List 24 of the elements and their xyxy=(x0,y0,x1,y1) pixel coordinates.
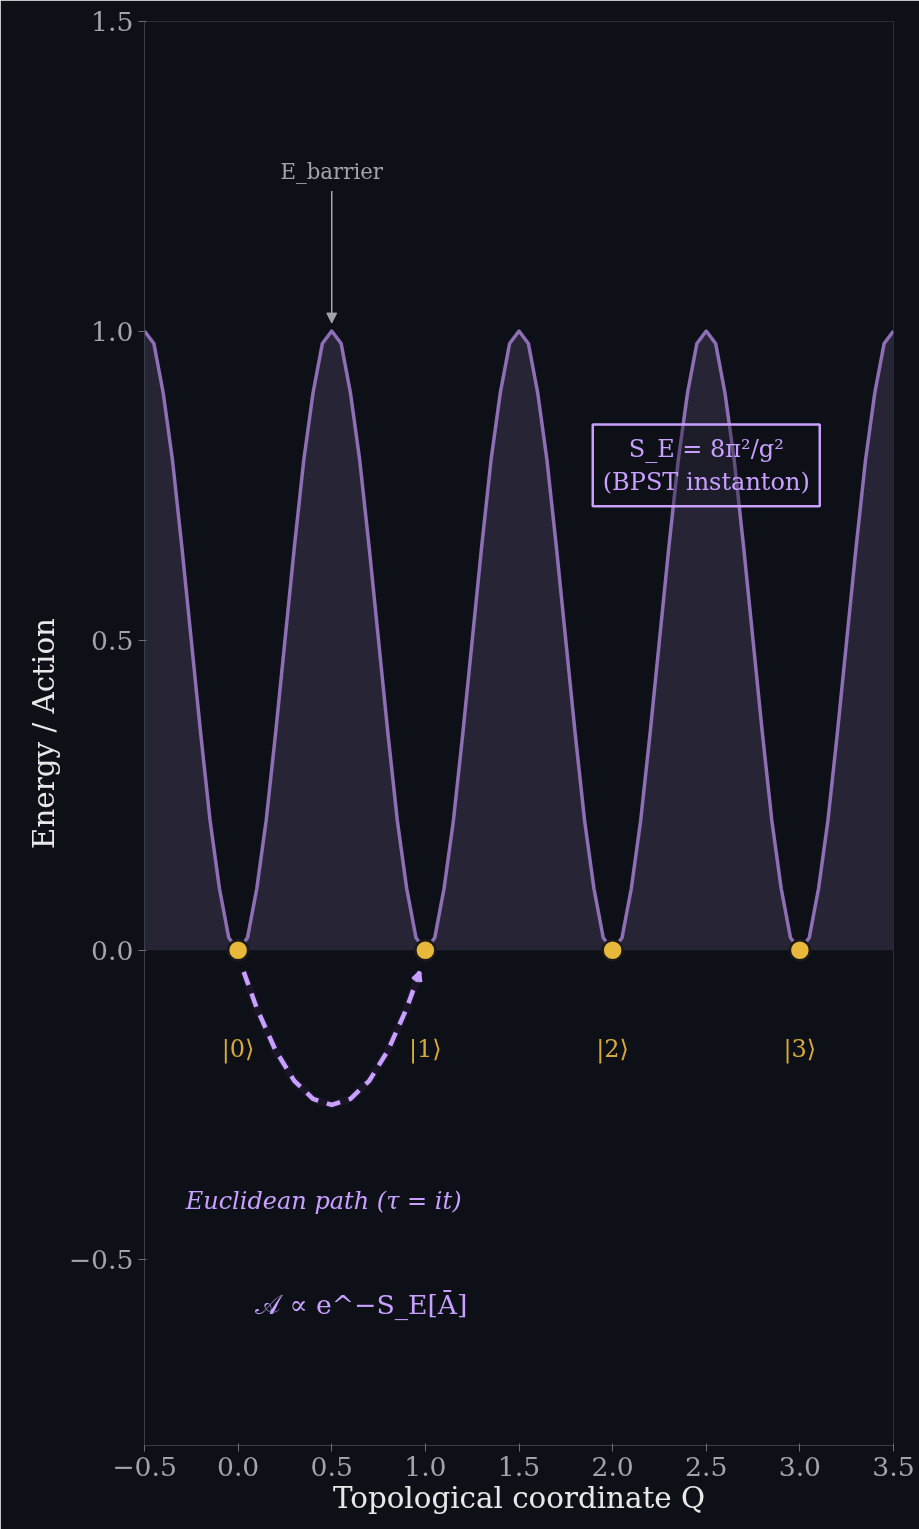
annotation: E_barrier xyxy=(280,158,384,184)
x-tick-label: 1.5 xyxy=(497,1450,541,1482)
annotation: |0⟩ xyxy=(221,1035,255,1065)
x-axis-title: Topological coordinate Q xyxy=(333,1480,705,1515)
annotation: |3⟩ xyxy=(783,1035,817,1065)
annotation: 𝒜 ∝ e^−S_E[Ā] xyxy=(254,1289,468,1322)
annotation: |2⟩ xyxy=(596,1035,629,1065)
y-tick-label: −0.5 xyxy=(68,1244,134,1276)
annotation: S_E = 8π²/g² (BPST instanton) xyxy=(602,434,810,497)
y-axis-title: Energy / Action xyxy=(26,617,61,849)
y-tick-label: 0.5 xyxy=(91,625,134,657)
x-tick-label: 0.0 xyxy=(216,1450,260,1482)
x-tick-label: 2.0 xyxy=(591,1450,634,1482)
annotation: |1⟩ xyxy=(409,1035,442,1065)
y-tick-label: 0.0 xyxy=(91,934,134,966)
x-tick-label: 0.5 xyxy=(310,1450,353,1482)
x-tick-label: 1.0 xyxy=(404,1450,447,1482)
x-tick-label: 3.0 xyxy=(778,1450,822,1482)
y-tick-label: 1.5 xyxy=(91,6,134,37)
x-tick-label: −0.5 xyxy=(112,1450,177,1482)
annotation: Euclidean path (τ = it) xyxy=(184,1186,462,1215)
y-tick-label: 1.0 xyxy=(91,315,134,347)
x-tick-label: 3.5 xyxy=(872,1450,915,1482)
x-tick-label: 2.5 xyxy=(685,1450,728,1482)
